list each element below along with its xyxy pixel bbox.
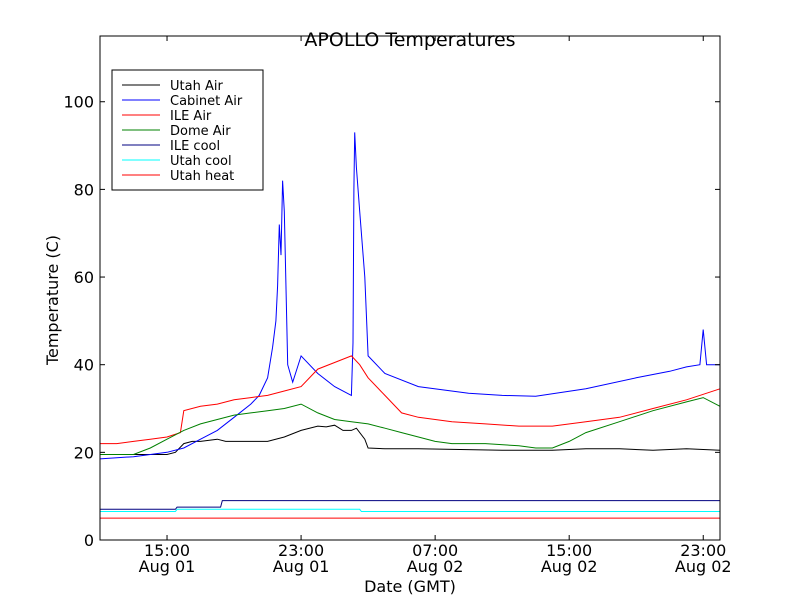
x-axis-label: Date (GMT): [364, 577, 456, 596]
x-tick-label-date: Aug 01: [273, 557, 330, 576]
legend-label: Utah cool: [170, 154, 232, 169]
legend-label: Dome Air: [170, 124, 231, 139]
legend-label: ILE cool: [170, 139, 220, 154]
legend-label: ILE Air: [170, 109, 212, 124]
y-tick-label: 60: [74, 268, 94, 287]
y-axis-label: Temperature (C): [43, 235, 62, 366]
x-tick-label-date: Aug 02: [675, 557, 732, 576]
x-tick-label-date: Aug 02: [407, 557, 464, 576]
x-tick-label-date: Aug 02: [541, 557, 598, 576]
series-layer: [99, 132, 721, 519]
series-line-cabinet-air: [99, 132, 720, 460]
y-tick-label: 100: [63, 93, 94, 112]
legend-label: Cabinet Air: [170, 94, 243, 109]
x-tick-label-time: 07:00: [412, 541, 458, 560]
legend-label: Utah Air: [170, 79, 223, 94]
series-line-ile-cool: [100, 500, 720, 510]
legend-label: Utah heat: [170, 169, 234, 184]
x-tick-label-time: 23:00: [680, 541, 726, 560]
y-tick-label: 80: [74, 180, 94, 199]
x-tick-label-time: 15:00: [546, 541, 592, 560]
y-tick-label: 0: [84, 531, 94, 550]
x-tick-label-date: Aug 01: [139, 557, 196, 576]
series-line-utah-cool: [100, 508, 720, 512]
plot-frame: [99, 35, 721, 541]
series-line-dome-air: [100, 397, 721, 455]
x-tick-label-time: 23:00: [278, 541, 324, 560]
y-tick-label: 40: [74, 356, 94, 375]
y-tick-label: 20: [74, 443, 94, 462]
x-tick-label-time: 15:00: [144, 541, 190, 560]
chart-title: APOLLO Temperatures: [304, 29, 515, 51]
series-line-utah-air: [100, 424, 721, 455]
